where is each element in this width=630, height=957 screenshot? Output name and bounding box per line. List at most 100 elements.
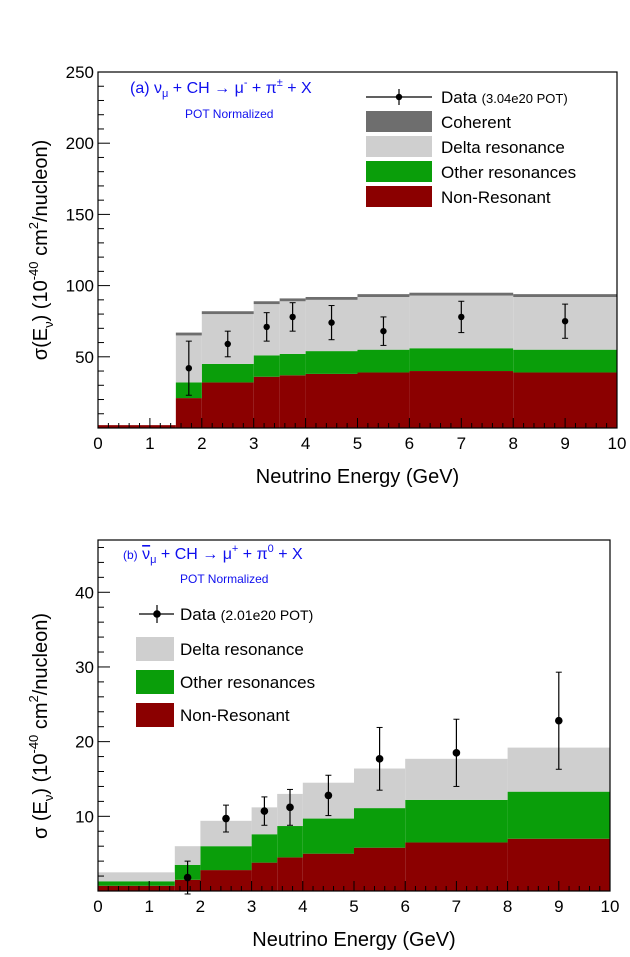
bar-non-resonant-5 xyxy=(302,853,354,891)
x-tick-label-10: 10 xyxy=(601,897,620,916)
x-tick-label-0: 0 xyxy=(93,434,102,453)
bar-non-resonant-0 xyxy=(98,885,175,891)
legend-b-nonres-label: Non-Resonant xyxy=(180,706,290,725)
data-point-5 xyxy=(375,755,384,763)
legend-a-other-label: Other resonances xyxy=(441,163,576,182)
x-tick-label-5: 5 xyxy=(349,897,358,916)
data-point-3 xyxy=(286,803,294,812)
x-tick-label-9: 9 xyxy=(560,434,569,453)
bar-other-resonances-7 xyxy=(405,799,508,843)
legend-a-data-marker xyxy=(366,89,432,105)
bar-non-resonant-2 xyxy=(200,870,252,891)
bar-other-resonances-8 xyxy=(513,349,617,373)
x-tick-label-2: 2 xyxy=(196,897,205,916)
bar-non-resonant-6 xyxy=(354,847,406,891)
panel-a: 0 1 2 3 4 5 6 7 8 9 10 50 100 150 200 250 Neutrino Ene… xyxy=(26,63,626,488)
x-tick-label-3: 3 xyxy=(247,897,256,916)
panel-b: 0 1 2 3 4 5 6 7 8 9 10 10 20 30 40 Neutrino Energy (G… xyxy=(26,539,620,951)
x-tick-label-7: 7 xyxy=(452,897,461,916)
panel-a-y-axis: 50 100 150 200 250 xyxy=(66,63,110,415)
panel-b-y-axis-title: σ (Eν) (10-40 cm2/nucleon) xyxy=(26,613,56,839)
bar-coherent-3 xyxy=(253,301,280,305)
data-point-6 xyxy=(458,313,465,321)
bar-coherent-4 xyxy=(279,298,306,302)
bar-non-resonant-3 xyxy=(253,376,280,428)
x-tick-label-5: 5 xyxy=(353,434,362,453)
panel-b-y-axis: 10 20 30 40 xyxy=(75,546,110,877)
bar-other-resonances-3 xyxy=(251,834,278,863)
panel-a-legend: Data (3.04e20 POT) Coherent Delta resona… xyxy=(366,88,576,207)
x-tick-label-6: 6 xyxy=(405,434,414,453)
bar-coherent-2 xyxy=(201,311,254,315)
bar-other-resonances-7 xyxy=(409,348,514,372)
bar-non-resonant-4 xyxy=(277,857,303,891)
legend-a-nonres-label: Non-Resonant xyxy=(441,188,551,207)
panel-b-data-points xyxy=(183,671,563,895)
data-point-6 xyxy=(452,749,461,757)
y-tick-label-10: 10 xyxy=(75,807,94,826)
panel-b-stack-bars xyxy=(98,747,610,891)
bar-coherent-8 xyxy=(513,294,617,297)
x-tick-label-4: 4 xyxy=(298,897,307,916)
bar-coherent-1 xyxy=(175,332,202,336)
bar-coherent-7 xyxy=(409,292,514,296)
legend-a-coherent-swatch xyxy=(366,111,432,132)
bar-non-resonant-6 xyxy=(357,372,410,428)
panel-b-x-axis-title: Neutrino Energy (GeV) xyxy=(252,929,455,951)
x-tick-label-1: 1 xyxy=(145,434,154,453)
x-tick-label-2: 2 xyxy=(197,434,206,453)
panel-b-normalization: POT Normalized xyxy=(180,572,268,586)
bar-non-resonant-1 xyxy=(175,398,202,428)
legend-a-delta-label: Delta resonance xyxy=(441,138,565,157)
legend-b-nonres-swatch xyxy=(136,703,174,727)
bar-non-resonant-2 xyxy=(201,382,254,428)
data-point-2 xyxy=(260,807,269,815)
x-tick-label-8: 8 xyxy=(508,434,517,453)
data-point-1 xyxy=(224,340,231,348)
bar-other-resonances-0 xyxy=(98,881,175,886)
legend-a-nonres-swatch xyxy=(366,186,432,207)
panel-b-reaction: (b) νμ + CH → μ+ + π0 + X xyxy=(123,543,303,566)
data-point-4 xyxy=(328,319,335,326)
x-tick-label-4: 4 xyxy=(301,434,310,453)
panel-a-header: (a) νμ + CH → μ- + π± + X POT Normalized xyxy=(130,77,312,121)
bar-other-resonances-8 xyxy=(507,791,610,839)
legend-b-data-label: Data (2.01e20 POT) xyxy=(180,605,313,624)
x-tick-label-8: 8 xyxy=(503,897,512,916)
y-tick-label-20: 20 xyxy=(75,733,94,752)
x-tick-label-9: 9 xyxy=(554,897,563,916)
x-tick-label-6: 6 xyxy=(400,897,409,916)
x-tick-label-1: 1 xyxy=(144,897,153,916)
y-tick-label-150: 150 xyxy=(66,205,94,224)
legend-b-data-marker xyxy=(139,605,174,623)
bar-non-resonant-5 xyxy=(305,373,358,428)
legend-a-other-swatch xyxy=(366,161,432,182)
bar-non-resonant-4 xyxy=(279,375,306,428)
bar-coherent-5 xyxy=(305,296,358,300)
y-tick-label-250: 250 xyxy=(66,63,94,82)
legend-b-other-label: Other resonances xyxy=(180,673,315,692)
bar-delta-resonance-1 xyxy=(174,846,201,865)
y-tick-label-30: 30 xyxy=(75,658,94,677)
x-tick-label-3: 3 xyxy=(249,434,258,453)
bar-other-resonances-6 xyxy=(357,349,410,373)
bar-other-resonances-6 xyxy=(354,808,406,848)
panel-b-header: (b) νμ + CH → μ+ + π0 + X POT Normalized xyxy=(123,543,303,586)
bar-other-resonances-5 xyxy=(302,818,354,854)
bar-other-resonances-3 xyxy=(253,355,280,377)
bar-other-resonances-4 xyxy=(279,353,306,376)
data-point-7 xyxy=(561,318,569,325)
bar-non-resonant-3 xyxy=(251,862,278,891)
panel-a-reaction: (a) νμ + CH → μ- + π± + X xyxy=(130,77,312,100)
legend-b-other-swatch xyxy=(136,670,174,694)
x-tick-label-7: 7 xyxy=(457,434,466,453)
bar-non-resonant-0 xyxy=(98,425,176,428)
panel-a-stack-bars xyxy=(98,292,617,428)
data-point-3 xyxy=(289,313,296,321)
panel-a-x-axis-title: Neutrino Energy (GeV) xyxy=(256,466,459,488)
bar-other-resonances-2 xyxy=(200,846,252,871)
panel-a-x-axis: 0 1 2 3 4 5 6 7 8 9 10 xyxy=(93,418,626,453)
data-point-2 xyxy=(263,323,270,331)
bar-other-resonances-4 xyxy=(277,826,303,858)
data-point-0 xyxy=(185,364,193,372)
